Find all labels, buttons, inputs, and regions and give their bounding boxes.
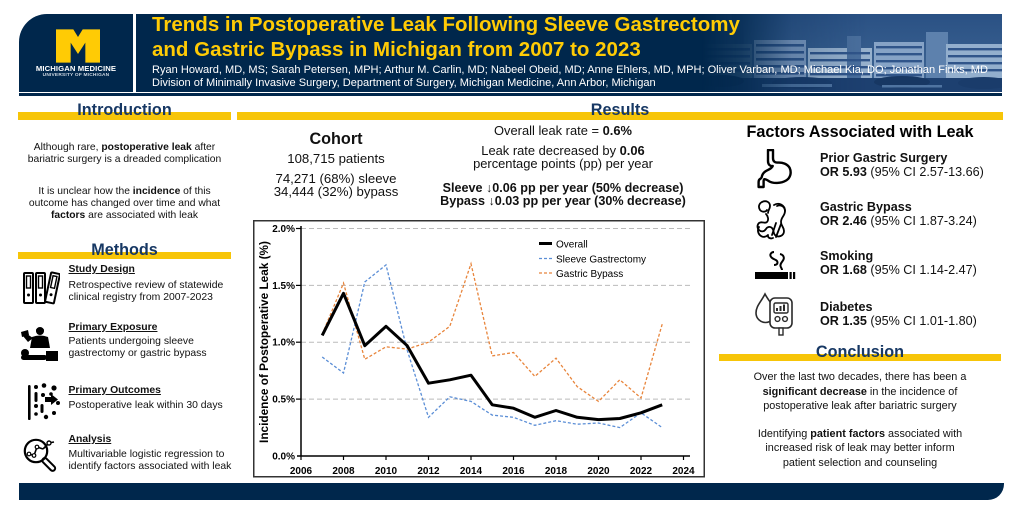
svg-text:0.0%: 0.0% xyxy=(272,452,295,463)
svg-text:2018: 2018 xyxy=(545,466,568,477)
svg-text:2006: 2006 xyxy=(290,466,313,477)
svg-text:2.0%: 2.0% xyxy=(272,224,295,235)
svg-text:2022: 2022 xyxy=(630,466,653,477)
svg-text:Sleeve Gastrectomy: Sleeve Gastrectomy xyxy=(556,255,646,266)
svg-text:Overall: Overall xyxy=(556,240,588,251)
svg-text:2008: 2008 xyxy=(332,466,355,477)
svg-text:2020: 2020 xyxy=(587,466,610,477)
svg-text:2024: 2024 xyxy=(672,466,695,477)
svg-text:2016: 2016 xyxy=(502,466,525,477)
svg-text:Incidence of Postoperative Lea: Incidence of Postoperative Leak (%) xyxy=(257,241,271,443)
svg-text:Gastric Bypass: Gastric Bypass xyxy=(556,269,623,280)
svg-text:2014: 2014 xyxy=(460,466,483,477)
svg-text:1.5%: 1.5% xyxy=(272,281,295,292)
svg-text:2012: 2012 xyxy=(417,466,440,477)
svg-text:2010: 2010 xyxy=(375,466,398,477)
svg-text:0.5%: 0.5% xyxy=(272,395,295,406)
svg-text:1.0%: 1.0% xyxy=(272,338,295,349)
